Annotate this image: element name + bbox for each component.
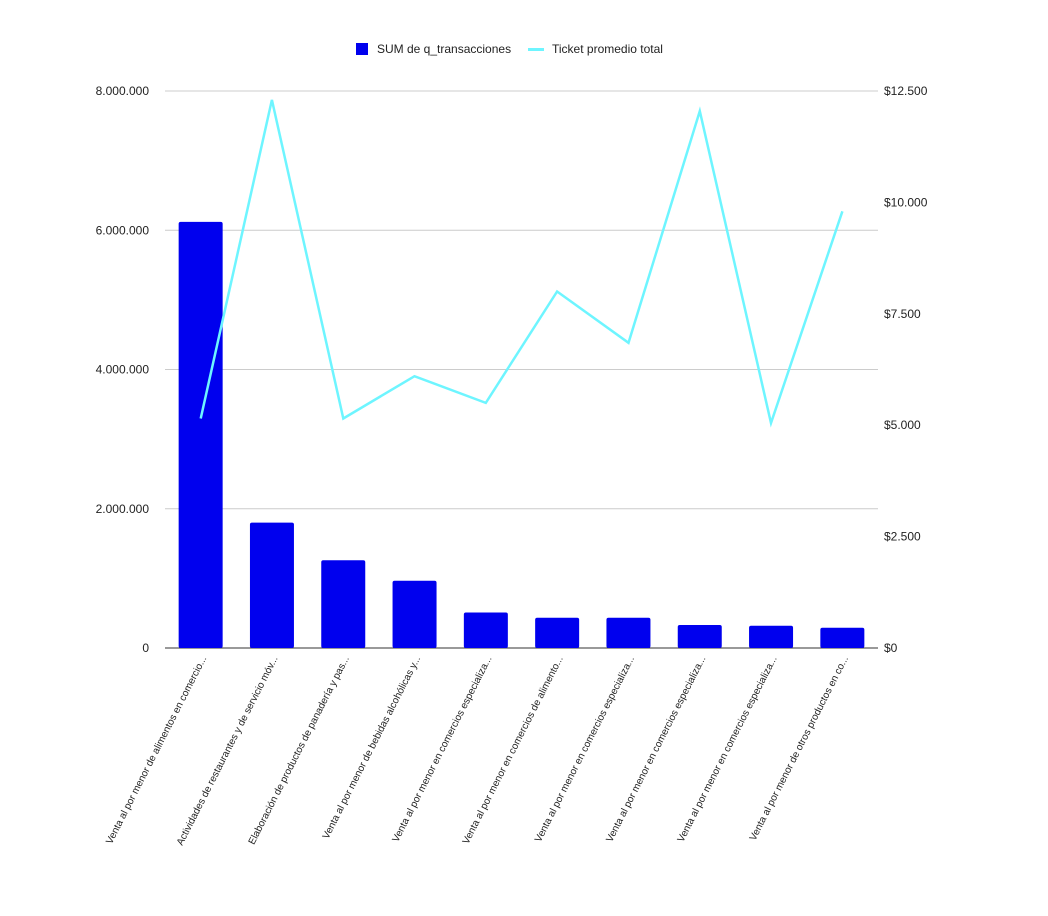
left-tick-label: 2.000.000 xyxy=(96,502,150,516)
right-tick-label: $5.000 xyxy=(884,418,921,432)
bar xyxy=(321,560,366,648)
bar xyxy=(535,617,580,648)
bar-series xyxy=(178,221,865,648)
bar xyxy=(178,221,223,648)
legend-swatch-line xyxy=(528,48,544,51)
legend-swatch-bars xyxy=(356,43,368,55)
left-tick-label: 4.000.000 xyxy=(96,363,150,377)
legend-label-line: Ticket promedio total xyxy=(552,42,663,56)
bar xyxy=(392,580,437,648)
legend: SUM de q_transacciones Ticket promedio t… xyxy=(356,42,663,56)
category-axis: Venta al por menor de alimentos en comer… xyxy=(104,654,851,847)
right-tick-label: $0 xyxy=(884,641,898,655)
bar xyxy=(677,625,722,648)
right-tick-label: $7.500 xyxy=(884,307,921,321)
legend-label-bars: SUM de q_transacciones xyxy=(377,42,511,56)
left-tick-label: 8.000.000 xyxy=(96,84,150,98)
left-tick-label: 6.000.000 xyxy=(96,223,150,237)
series-line xyxy=(199,99,844,428)
bar xyxy=(249,522,294,648)
right-tick-label: $12.500 xyxy=(884,84,928,98)
bar xyxy=(749,625,794,648)
bar xyxy=(820,627,865,648)
left-axis: 0 2.000.000 4.000.000 6.000.000 8.000.000 xyxy=(96,84,150,655)
line-series xyxy=(199,99,844,428)
left-tick-label: 0 xyxy=(142,641,149,655)
right-axis: $0 $2.500 $5.000 $7.500 $10.000 $12.500 xyxy=(884,84,928,655)
bar xyxy=(606,617,651,648)
right-tick-label: $10.000 xyxy=(884,195,928,209)
bar xyxy=(463,612,508,648)
right-tick-label: $2.500 xyxy=(884,530,921,544)
